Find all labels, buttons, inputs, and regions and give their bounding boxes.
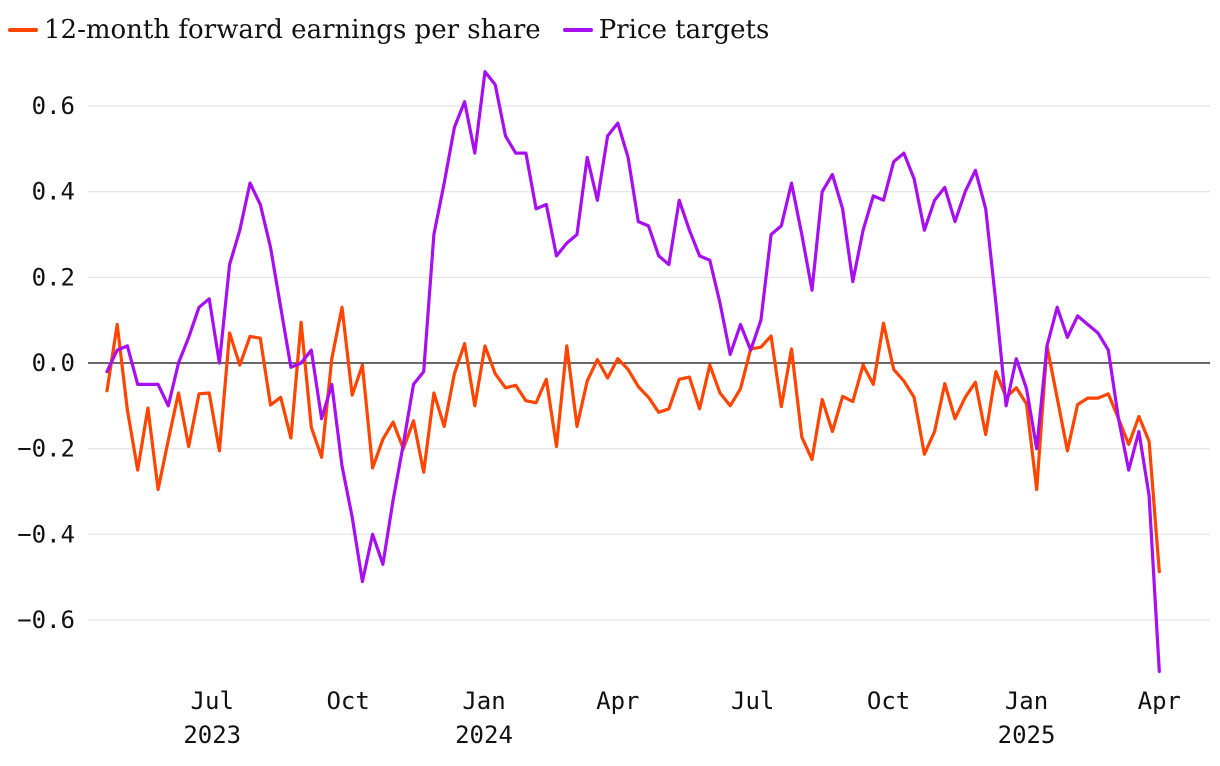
x-tick-label-0: Jul: [191, 687, 234, 715]
y-axis-tick-labels: 0.6 0.4 0.2 0.0 −0.2 −0.4 −0.6: [17, 92, 75, 634]
legend: 12-month forward earnings per share Pric…: [8, 14, 791, 46]
y-tick-label-5: −0.4: [17, 520, 75, 548]
x-tick-year-0: 2023: [183, 721, 241, 749]
y-tick-label-0: 0.6: [32, 92, 75, 120]
x-tick-label-1: Oct: [326, 687, 369, 715]
legend-item-price-targets: Price targets: [562, 15, 770, 45]
legend-item-eps: 12-month forward earnings per share: [8, 15, 541, 45]
legend-label-eps: 12-month forward earnings per share: [44, 15, 541, 45]
x-tick-label-5: Oct: [867, 687, 910, 715]
series-line-eps: [105, 305, 1161, 574]
x-tick-year-6: 2025: [998, 721, 1056, 749]
y-tick-label-6: −0.6: [17, 606, 75, 634]
x-tick-label-3: Apr: [596, 687, 639, 715]
legend-swatch-eps: [8, 28, 38, 32]
y-tick-label-1: 0.4: [32, 178, 75, 206]
x-axis-tick-labels: Jul 2023 Oct Jan 2024 Apr Jul Oct Jan 2025 Apr: [183, 687, 1181, 749]
legend-swatch-price-targets: [562, 28, 593, 32]
x-tick-label-4: Jul: [731, 687, 774, 715]
x-tick-label-6: Jan: [1005, 687, 1048, 715]
legend-label-price-targets: Price targets: [598, 15, 770, 45]
series-lines: [105, 70, 1161, 674]
x-tick-label-2: Jan: [462, 687, 505, 715]
y-tick-label-3: 0.0: [32, 349, 75, 377]
y-tick-label-2: 0.2: [32, 263, 75, 291]
y-tick-label-4: −0.2: [17, 435, 75, 463]
series-line-price-targets: [105, 70, 1161, 674]
x-tick-label-7: Apr: [1138, 687, 1181, 715]
x-tick-year-2: 2024: [455, 721, 513, 749]
